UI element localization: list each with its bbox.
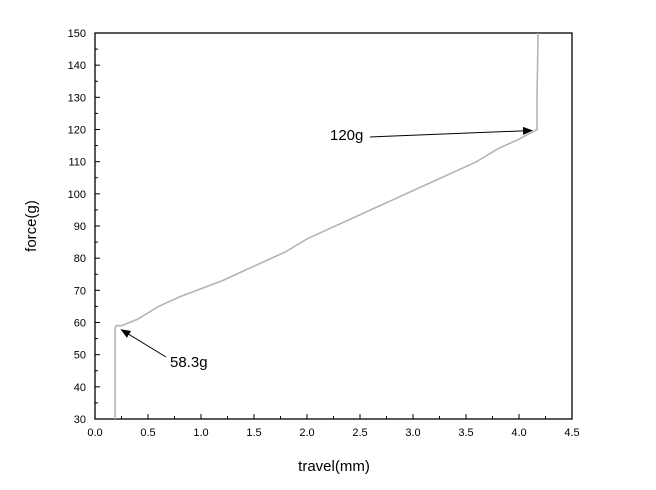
y-tick-label: 150 — [68, 28, 86, 40]
y-tick-label: 100 — [68, 189, 86, 201]
x-tick-label: 4.0 — [511, 427, 526, 439]
y-tick-label: 110 — [68, 157, 86, 169]
x-tick-label: 1.0 — [193, 427, 208, 439]
y-tick-label: 50 — [74, 350, 86, 362]
y-tick-label: 80 — [74, 253, 86, 265]
x-axis: 0.0 0.5 1.0 1.5 2.0 2.5 3.0 3.5 4.0 4.5 — [87, 414, 580, 439]
y-tick-label: 40 — [74, 382, 86, 394]
x-tick-label: 2.5 — [352, 427, 367, 439]
y-tick-label: 70 — [74, 285, 86, 297]
y-axis: 30 40 50 60 70 80 90 100 110 120 130 140 150 — [68, 28, 100, 426]
annotation-label: 58.3g — [170, 354, 208, 371]
y-tick-label: 60 — [74, 318, 86, 330]
annotation-label: 120g — [330, 127, 363, 144]
x-tick-label: 3.5 — [458, 427, 473, 439]
y-tick-label: 90 — [74, 221, 86, 233]
y-tick-label: 30 — [74, 414, 86, 426]
annotation-arrow — [120, 329, 167, 358]
annotations: 120g 58.3g — [120, 126, 534, 371]
y-axis-title: force(g) — [23, 200, 40, 252]
x-tick-label: 1.5 — [246, 427, 261, 439]
x-tick-label: 0.0 — [87, 427, 102, 439]
x-tick-label: 0.5 — [140, 427, 155, 439]
y-tick-label: 120 — [68, 125, 86, 137]
x-tick-label: 2.0 — [299, 427, 314, 439]
y-tick-label: 140 — [68, 60, 86, 72]
y-tick-label: 130 — [68, 92, 86, 104]
x-axis-title: travel(mm) — [298, 458, 370, 475]
series-line — [114, 32, 539, 419]
x-tick-label: 4.5 — [564, 427, 579, 439]
x-tick-label: 3.0 — [405, 427, 420, 439]
annotation-arrow — [369, 126, 534, 138]
